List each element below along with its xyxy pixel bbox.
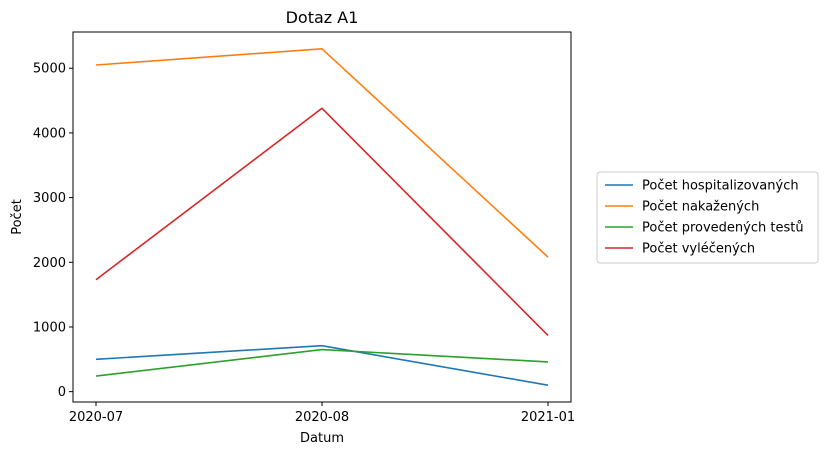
x-axis-label: Datum [300, 431, 344, 446]
legend-label: Počet provedených testů [642, 221, 804, 236]
legend: Počet hospitalizovaných Počet nakažených P… [596, 171, 819, 264]
y-axis: 0 1000 2000 3000 4000 5000 [33, 62, 73, 400]
y-tick-label: 0 [58, 385, 66, 400]
y-tick-label: 4000 [33, 126, 66, 141]
legend-box [596, 171, 819, 264]
x-tick-label: 2021-01 [521, 410, 575, 425]
y-tick-label: 1000 [33, 320, 66, 335]
y-axis-label: Počet [10, 199, 25, 235]
legend-label: Počet hospitalizovaných [642, 179, 799, 194]
chart-title: Dotaz A1 [286, 8, 359, 27]
y-tick-label: 2000 [33, 256, 66, 271]
x-tick-label: 2020-08 [295, 410, 349, 425]
series-lines [95, 47, 549, 386]
x-tick-label: 2020-07 [69, 410, 123, 425]
legend-label: Počet nakažených [642, 200, 759, 215]
plot-area [72, 31, 572, 403]
y-tick-label: 5000 [33, 62, 66, 77]
y-tick-label: 3000 [33, 191, 66, 206]
legend-label: Počet vyléčených [642, 242, 755, 257]
x-axis: 2020-07 2020-08 2021-01 [69, 402, 575, 425]
